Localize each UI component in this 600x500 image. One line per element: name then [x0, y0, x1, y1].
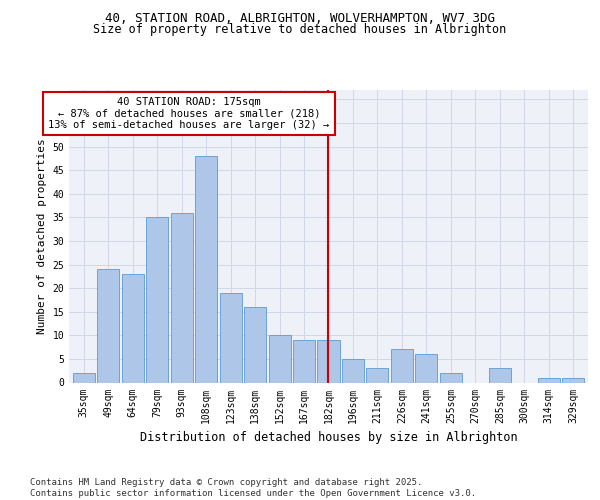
Bar — [122, 274, 143, 382]
Bar — [195, 156, 217, 382]
Text: 40, STATION ROAD, ALBRIGHTON, WOLVERHAMPTON, WV7 3DG: 40, STATION ROAD, ALBRIGHTON, WOLVERHAMP… — [105, 12, 495, 26]
Bar — [244, 307, 266, 382]
Bar — [367, 368, 388, 382]
Y-axis label: Number of detached properties: Number of detached properties — [37, 138, 47, 334]
Bar — [293, 340, 315, 382]
Bar — [391, 350, 413, 382]
Text: Contains HM Land Registry data © Crown copyright and database right 2025.
Contai: Contains HM Land Registry data © Crown c… — [30, 478, 476, 498]
Text: Size of property relative to detached houses in Albrighton: Size of property relative to detached ho… — [94, 22, 506, 36]
Bar — [73, 373, 95, 382]
Bar — [220, 293, 242, 382]
Bar — [440, 373, 462, 382]
Bar — [146, 218, 168, 382]
Bar — [97, 270, 119, 382]
Bar — [538, 378, 560, 382]
Text: 40 STATION ROAD: 175sqm
← 87% of detached houses are smaller (218)
13% of semi-d: 40 STATION ROAD: 175sqm ← 87% of detache… — [49, 97, 329, 130]
X-axis label: Distribution of detached houses by size in Albrighton: Distribution of detached houses by size … — [140, 431, 517, 444]
Bar — [269, 336, 290, 382]
Bar — [562, 378, 584, 382]
Bar — [489, 368, 511, 382]
Bar — [317, 340, 340, 382]
Bar — [415, 354, 437, 382]
Bar — [342, 359, 364, 382]
Bar — [170, 212, 193, 382]
